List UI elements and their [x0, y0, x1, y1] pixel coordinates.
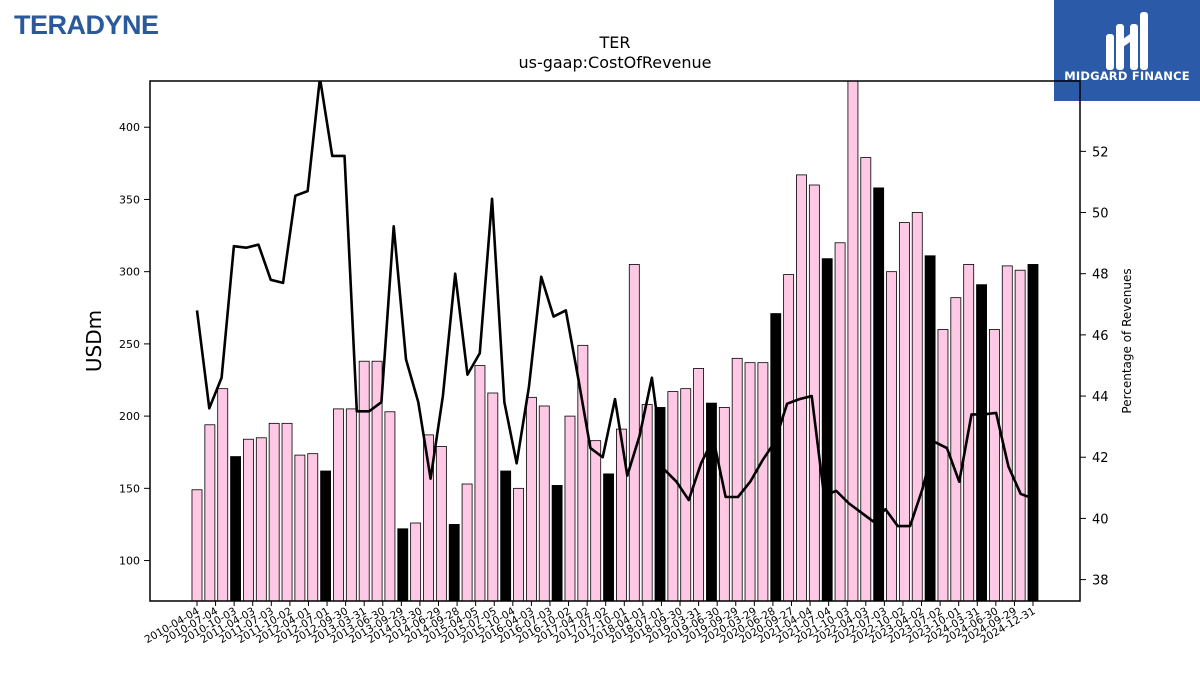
midgard-finance-logo: MIDGARD FINANCE	[1054, 0, 1200, 101]
bar	[474, 365, 486, 602]
bar	[706, 402, 717, 602]
y2-axis-label: Percentage of Revenues	[1120, 268, 1134, 413]
bar	[538, 405, 550, 602]
y-tick-label: 400	[119, 121, 140, 134]
bar	[886, 271, 897, 602]
series-line-percentage	[195, 81, 1034, 528]
bar	[384, 411, 396, 602]
bar	[1027, 264, 1039, 602]
bar	[937, 329, 949, 602]
y2-tick-label: 44	[1092, 390, 1109, 405]
bar	[358, 360, 370, 602]
bar	[628, 264, 640, 602]
chart-title: TER	[599, 33, 631, 52]
bar	[898, 222, 910, 602]
bar	[320, 470, 332, 602]
bar	[243, 438, 254, 602]
bar	[860, 157, 872, 602]
bar	[487, 392, 499, 602]
bar	[757, 362, 769, 602]
bar	[924, 255, 936, 602]
y2-tick-label: 40	[1092, 512, 1109, 527]
bar	[847, 80, 859, 602]
bar	[911, 212, 923, 602]
y-tick-label: 100	[119, 555, 140, 568]
left-axis: 100 150 200 250 300 350 400	[119, 121, 150, 568]
bar	[821, 258, 833, 602]
bar	[294, 454, 306, 602]
line-layer	[195, 81, 1034, 528]
chart-subtitle: us-gaap:CostOfRevenue	[518, 53, 711, 72]
bar	[808, 184, 820, 602]
bar	[230, 456, 242, 602]
bar	[204, 424, 216, 602]
y2-tick-label: 52	[1092, 145, 1109, 160]
y2-tick-label: 42	[1092, 451, 1109, 466]
bar	[191, 489, 203, 602]
bar	[989, 329, 1000, 602]
y2-tick-label: 50	[1092, 207, 1109, 222]
bar	[731, 357, 743, 602]
bar	[976, 284, 987, 602]
bar	[718, 407, 730, 602]
right-axis: 38 40 42 44 46 48 50 52	[1080, 145, 1109, 589]
y-tick-label: 250	[119, 338, 140, 351]
bar	[770, 313, 782, 602]
y-tick-label: 200	[119, 410, 140, 423]
bar	[603, 473, 614, 602]
y-tick-label: 300	[119, 266, 140, 279]
bar	[410, 522, 422, 602]
bar	[461, 483, 473, 602]
bar	[435, 446, 447, 602]
bar	[397, 528, 409, 602]
bar	[281, 422, 293, 602]
bar	[796, 174, 807, 602]
y2-tick-label: 48	[1092, 268, 1109, 283]
bar	[513, 487, 524, 602]
bar	[307, 453, 319, 602]
bar	[1001, 265, 1013, 602]
bar	[834, 242, 846, 602]
y-tick-label: 350	[119, 193, 140, 206]
bar	[641, 404, 653, 602]
teradyne-logo: TERADYNE	[14, 10, 159, 40]
y-axis-label: USDm	[82, 310, 106, 372]
bar	[268, 422, 280, 602]
bar	[217, 388, 229, 602]
brand-name-text: MIDGARD FINANCE	[1064, 69, 1190, 83]
bar	[950, 297, 962, 602]
bar	[551, 485, 563, 602]
bar	[255, 437, 267, 602]
bar	[345, 408, 357, 602]
bar	[333, 408, 344, 602]
bar	[525, 396, 537, 602]
bar	[783, 274, 795, 602]
x-axis: 2010-04-042010-07-042010-10-032011-04-03…	[143, 601, 1038, 646]
bar	[590, 440, 602, 602]
midgard-emblem-icon	[1106, 12, 1148, 70]
y2-tick-label: 46	[1092, 329, 1109, 344]
plot-frame	[149, 80, 1081, 602]
bar	[1014, 269, 1026, 602]
y2-tick-label: 38	[1092, 574, 1109, 589]
bar	[448, 524, 460, 602]
bar	[873, 187, 885, 602]
bar	[500, 470, 512, 602]
bar	[564, 415, 576, 602]
y-tick-label: 150	[119, 482, 140, 495]
bar	[667, 391, 679, 602]
bars-layer	[191, 80, 1039, 602]
